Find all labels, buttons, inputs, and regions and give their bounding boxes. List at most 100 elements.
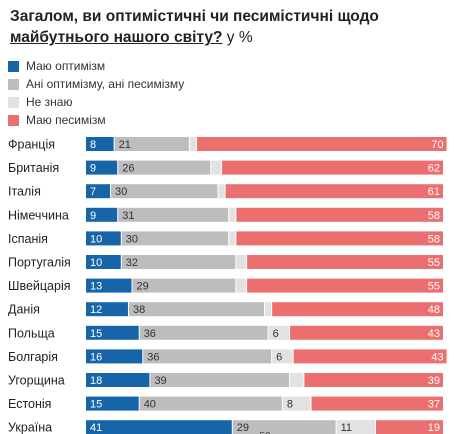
bar-label-optimism-row-7: 12 bbox=[90, 304, 102, 316]
bar-label-optimism-row-10: 18 bbox=[90, 375, 102, 387]
bar-label-optimism-row-12: 41 bbox=[90, 422, 102, 434]
bar-label-neither-row-4: 30 bbox=[126, 233, 138, 245]
bar-label-neither-row-5: 32 bbox=[126, 257, 138, 269]
bar-pessimism-row-2 bbox=[225, 184, 443, 199]
bar-pessimism-row-0 bbox=[196, 137, 447, 151]
legend-item-optimism: Маю оптимізм bbox=[8, 57, 184, 75]
bar-label-neither-row-2: 30 bbox=[115, 186, 127, 198]
bar-label-optimism-row-5: 10 bbox=[90, 257, 102, 269]
category-label: Данія bbox=[8, 303, 40, 317]
bar-label-pessimism-row-10: 39 bbox=[428, 375, 440, 387]
bar-label-dont-know-row-11: 8 bbox=[287, 399, 293, 411]
bar-label-pessimism-row-5: 55 bbox=[428, 257, 440, 269]
category-label: Польща bbox=[8, 326, 55, 340]
bar-label-neither-row-3: 31 bbox=[122, 210, 134, 222]
bar-label-optimism-row-2: 7 bbox=[90, 186, 96, 198]
bar-optimism-row-1 bbox=[86, 160, 118, 175]
bar-label-neither-row-7: 38 bbox=[133, 304, 145, 316]
bar-pessimism-row-10 bbox=[304, 373, 443, 387]
legend-swatch-dont-know bbox=[8, 96, 19, 108]
bar-pessimism-row-8 bbox=[290, 325, 443, 340]
bar-optimism-row-5 bbox=[86, 255, 121, 269]
bar-pessimism-row-4 bbox=[236, 231, 443, 246]
bar-optimism-row-6 bbox=[86, 278, 132, 293]
bar-label-neither-row-11: 40 bbox=[144, 399, 156, 411]
bar-optimism-row-7 bbox=[86, 302, 128, 317]
bar-optimism-row-11 bbox=[86, 396, 139, 411]
bar-optimism-row-3 bbox=[86, 207, 118, 222]
bar-label-pessimism-row-8: 43 bbox=[428, 328, 440, 340]
bar-pessimism-row-11 bbox=[311, 396, 443, 411]
axis-tick-label: 50 bbox=[259, 431, 271, 434]
bar-pessimism-row-3 bbox=[236, 207, 443, 222]
bar-label-neither-row-9: 36 bbox=[147, 351, 159, 363]
category-label: Швейцарія bbox=[8, 279, 71, 293]
bar-label-optimism-row-3: 9 bbox=[90, 210, 96, 222]
bar-label-optimism-row-9: 16 bbox=[90, 351, 102, 363]
bar-neither-row-3 bbox=[118, 207, 229, 222]
category-label: Німеччина bbox=[8, 208, 69, 222]
legend-item-pessimism: Маю песимізм bbox=[8, 111, 184, 129]
bar-pessimism-row-5 bbox=[247, 255, 443, 269]
bar-label-optimism-row-4: 10 bbox=[90, 233, 102, 245]
bar-pessimism-row-1 bbox=[222, 160, 443, 175]
bar-neither-row-5 bbox=[121, 255, 236, 269]
bar-optimism-row-0 bbox=[86, 137, 114, 151]
bar-optimism-row-4 bbox=[86, 231, 121, 246]
bar-label-dont-know-row-12: 11 bbox=[341, 422, 352, 434]
bar-neither-row-6 bbox=[132, 278, 236, 293]
legend-label-optimism: Маю оптимізм bbox=[26, 59, 106, 73]
legend-swatch-pessimism bbox=[8, 114, 19, 126]
title-part2: майбутнього нашого світу? bbox=[10, 29, 223, 46]
category-label: Україна bbox=[8, 421, 52, 434]
bar-label-pessimism-row-4: 58 bbox=[428, 233, 440, 245]
category-label: Франція bbox=[8, 138, 55, 152]
bar-pessimism-row-9 bbox=[293, 349, 447, 364]
category-label: Британія bbox=[8, 161, 59, 175]
title-units: у % bbox=[222, 29, 253, 46]
bar-label-optimism-row-8: 15 bbox=[90, 328, 102, 340]
bar-pessimism-row-6 bbox=[247, 278, 443, 293]
category-label: Угорщина bbox=[8, 374, 65, 388]
bar-dont-know-row-11 bbox=[282, 396, 311, 411]
bar-neither-row-0 bbox=[114, 137, 189, 151]
bar-neither-row-9 bbox=[143, 349, 272, 364]
bar-dont-know-row-8 bbox=[268, 325, 290, 340]
bar-label-neither-row-1: 26 bbox=[122, 163, 134, 175]
bar-neither-row-8 bbox=[139, 325, 268, 340]
bar-neither-row-12 bbox=[232, 420, 336, 434]
bar-optimism-row-2 bbox=[86, 184, 111, 199]
bar-label-optimism-row-11: 15 bbox=[90, 399, 102, 411]
bar-label-pessimism-row-6: 55 bbox=[428, 281, 440, 293]
bar-label-neither-row-12: 29 bbox=[237, 422, 249, 434]
legend-item-neither: Ані оптимізму, ані песимізму bbox=[8, 75, 184, 93]
bar-neither-row-7 bbox=[128, 302, 264, 317]
legend-label-pessimism: Маю песимізм bbox=[26, 113, 106, 127]
bar-label-optimism-row-0: 8 bbox=[90, 139, 96, 151]
bar-label-pessimism-row-2: 61 bbox=[428, 186, 440, 198]
bar-neither-row-1 bbox=[118, 160, 211, 175]
bar-dont-know-row-3 bbox=[229, 207, 236, 222]
bar-label-pessimism-row-7: 48 bbox=[428, 304, 440, 316]
category-label: Болгарія bbox=[8, 350, 58, 364]
bar-dont-know-row-0 bbox=[189, 137, 196, 151]
bar-label-pessimism-row-11: 37 bbox=[428, 399, 440, 411]
bar-label-pessimism-row-0: 70 bbox=[431, 139, 443, 151]
bar-optimism-row-8 bbox=[86, 325, 139, 340]
legend-swatch-neither bbox=[8, 78, 19, 90]
legend-label-neither: Ані оптимізму, ані песимізму bbox=[26, 77, 185, 91]
bar-label-neither-row-6: 29 bbox=[137, 281, 149, 293]
legend-item-dont-know: Не знаю bbox=[8, 93, 184, 111]
bar-dont-know-row-7 bbox=[265, 302, 272, 317]
chart-legend: Маю оптимізм Ані оптимізму, ані песимізм… bbox=[8, 57, 184, 129]
bar-optimism-row-10 bbox=[86, 373, 150, 387]
bar-label-optimism-row-1: 9 bbox=[90, 163, 96, 175]
title-part1: Загалом, ви оптимістичні чи песимістичні… bbox=[10, 8, 379, 25]
bar-dont-know-row-4 bbox=[229, 231, 236, 246]
bar-neither-row-2 bbox=[111, 184, 218, 199]
bar-dont-know-row-5 bbox=[236, 255, 247, 269]
bar-neither-row-11 bbox=[139, 396, 282, 411]
bar-dont-know-row-10 bbox=[290, 373, 304, 387]
category-label: Португалія bbox=[8, 256, 71, 270]
